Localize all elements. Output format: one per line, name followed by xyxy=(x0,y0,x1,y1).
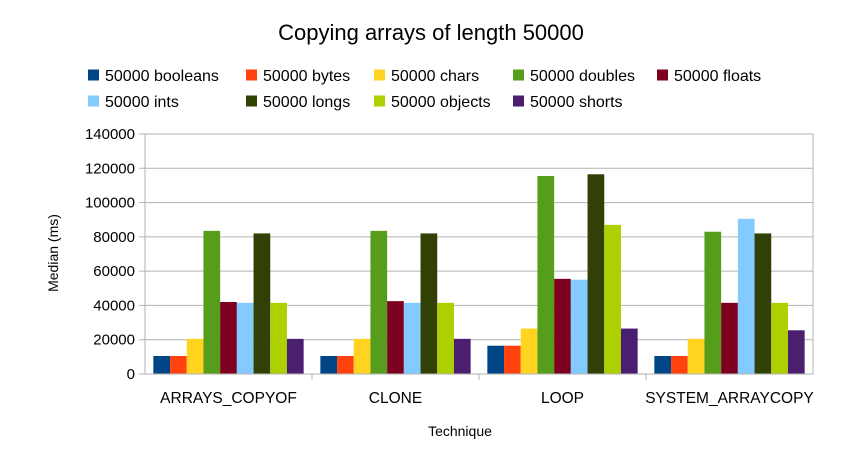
bar xyxy=(270,302,287,374)
y-tick-label: 60000 xyxy=(93,263,135,280)
bar xyxy=(587,174,605,374)
legend-label: 50000 booleans xyxy=(105,68,219,85)
bar xyxy=(537,176,555,374)
y-tick-label: 100000 xyxy=(85,195,135,212)
bar xyxy=(320,356,338,374)
bar xyxy=(387,301,404,374)
legend-swatch xyxy=(374,69,385,81)
bar xyxy=(620,328,638,374)
bar xyxy=(236,302,254,374)
bar xyxy=(671,356,688,374)
legend-label: 50000 longs xyxy=(263,94,350,111)
x-category-label: ARRAYS_COPYOF xyxy=(160,390,297,407)
y-tick-label: 120000 xyxy=(85,160,135,177)
y-tick-label: 40000 xyxy=(93,297,135,314)
legend-swatch xyxy=(246,69,257,81)
x-category-labels: ARRAYS_COPYOF CLONE LOOP SYSTEM_ARRAYCOPY xyxy=(160,390,814,407)
x-category-label: LOOP xyxy=(541,390,584,407)
bar xyxy=(253,233,271,374)
y-tick-label: 20000 xyxy=(93,332,135,349)
legend-label: 50000 ints xyxy=(105,94,179,111)
plot-frame xyxy=(144,133,814,375)
legend-label: 50000 shorts xyxy=(530,94,623,111)
legend-swatch xyxy=(246,95,257,107)
bar xyxy=(721,302,738,374)
x-category-label: CLONE xyxy=(369,390,422,407)
bar xyxy=(737,218,755,374)
bar xyxy=(353,338,371,374)
legend-swatch xyxy=(657,69,668,81)
bar xyxy=(754,233,772,374)
legend-label: 50000 doubles xyxy=(530,68,635,85)
bar xyxy=(403,302,421,374)
bar xyxy=(186,338,204,374)
y-tick-label: 140000 xyxy=(85,126,135,143)
bar xyxy=(203,230,221,374)
bar xyxy=(286,338,304,374)
bar xyxy=(370,230,388,374)
legend: 50000 booleans 50000 bytes 50000 chars 5000… xyxy=(88,68,761,111)
bar xyxy=(504,345,521,374)
bar xyxy=(170,356,187,374)
bar xyxy=(687,338,705,374)
bar xyxy=(453,338,471,374)
legend-label: 50000 chars xyxy=(391,68,479,85)
bar xyxy=(787,330,805,374)
legend-label: 50000 objects xyxy=(391,94,491,111)
bar xyxy=(554,278,571,374)
bar xyxy=(704,231,722,374)
bar xyxy=(220,302,237,374)
bar xyxy=(337,356,354,374)
x-category-label: SYSTEM_ARRAYCOPY xyxy=(645,390,814,407)
legend-swatch xyxy=(513,69,524,81)
chart-title: Copying arrays of length 50000 xyxy=(278,20,584,45)
bar xyxy=(420,233,438,374)
legend-label: 50000 bytes xyxy=(263,68,350,85)
legend-swatch xyxy=(88,69,99,81)
legend-swatch xyxy=(88,95,99,107)
bars xyxy=(153,174,805,374)
y-tick-label: 80000 xyxy=(93,229,135,246)
bar xyxy=(771,302,788,374)
bar xyxy=(604,224,621,374)
x-axis-title: Technique xyxy=(428,423,492,439)
bar xyxy=(520,328,538,374)
y-tick-labels: 0 20000 40000 60000 80000 100000 120000 140000 xyxy=(85,126,135,383)
legend-swatch xyxy=(513,95,524,107)
y-tick-label: 0 xyxy=(127,366,135,383)
legend-label: 50000 floats xyxy=(674,68,761,85)
bar xyxy=(487,345,505,374)
y-axis-title: Median (ms) xyxy=(45,214,61,292)
bar xyxy=(570,279,588,374)
bar xyxy=(437,302,454,374)
legend-swatch xyxy=(374,95,385,107)
bar xyxy=(153,356,171,374)
bar xyxy=(654,356,672,374)
